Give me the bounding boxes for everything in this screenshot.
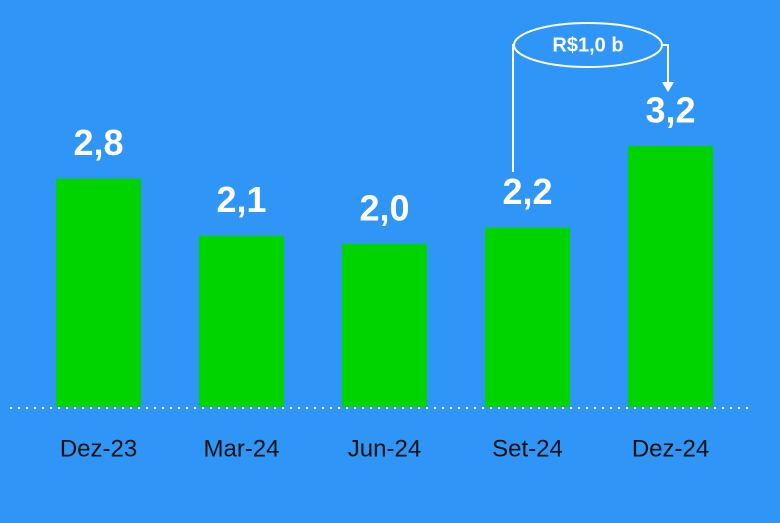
arrow-head <box>662 82 674 92</box>
value-label: 2,0 <box>359 187 409 228</box>
x-tick-label: Jun-24 <box>348 435 421 462</box>
bar <box>199 235 284 407</box>
x-tick-label: Dez-23 <box>60 435 137 462</box>
bar <box>628 146 713 407</box>
bar <box>342 243 427 407</box>
x-tick-label: Mar-24 <box>203 435 279 462</box>
value-label: 2,1 <box>216 179 266 220</box>
bar <box>56 178 141 407</box>
value-label: 2,2 <box>502 171 552 212</box>
value-label: 3,2 <box>645 90 695 131</box>
annotation-arrow <box>662 44 669 84</box>
annotation: R$1,0 b <box>552 34 623 56</box>
annotation-line <box>512 44 514 172</box>
value-label: 2,8 <box>73 122 123 163</box>
bar <box>485 227 570 407</box>
x-tick-label: Dez-24 <box>632 435 709 462</box>
x-tick-label: Set-24 <box>492 435 563 462</box>
